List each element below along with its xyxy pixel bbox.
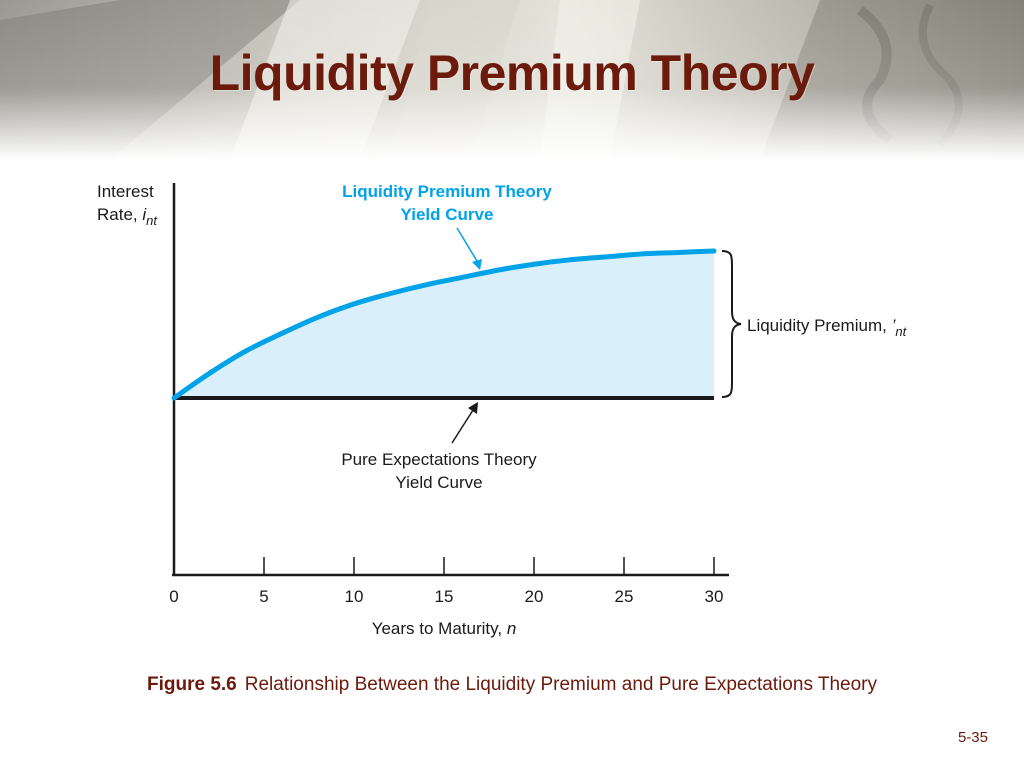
- lp-curve-label-line2: Yield Curve: [401, 205, 494, 224]
- figure-caption-text: Relationship Between the Liquidity Premi…: [244, 674, 878, 695]
- x-tick-label: 20: [525, 587, 544, 606]
- liquidity-premium-label: Liquidity Premium, ’nt: [747, 316, 908, 339]
- liquidity-premium-fill: [174, 251, 714, 398]
- chart-axes: [172, 183, 729, 577]
- y-axis-label-sub: nt: [146, 213, 158, 228]
- y-axis-label-var: i: [142, 205, 147, 224]
- x-tick-label: 25: [615, 587, 634, 606]
- x-tick-label: 0: [169, 587, 178, 606]
- pe-curve-pointer: [451, 406, 476, 444]
- pe-curve-label-line1: Pure Expectations Theory: [341, 450, 537, 469]
- y-axis-label-line2: Rate, int: [97, 205, 158, 228]
- liquidity-premium-label-var: ’: [892, 316, 896, 335]
- figure-caption: Figure 5.6 Relationship Between the Liqui…: [0, 674, 1024, 696]
- pe-curve-label-line2: Yield Curve: [395, 473, 482, 492]
- liquidity-premium-yield-curve: [171, 248, 717, 401]
- liquidity-premium-label-text: Liquidity Premium,: [747, 316, 892, 335]
- x-tick-label: 5: [259, 587, 268, 606]
- lp-curve-pointer: [456, 227, 481, 267]
- series-group: [171, 248, 717, 401]
- chart-area: 0 5 10 15 20 25 30 Interest Rate, int Liquidit…: [97, 182, 908, 638]
- x-tick-label: 30: [705, 587, 724, 606]
- pe-curve-pointer-head: [468, 402, 478, 414]
- slide-number: 5-35: [957, 729, 988, 746]
- lp-curve-pointer-head: [472, 259, 482, 270]
- liquidity-premium-area: [174, 251, 714, 398]
- y-axis-label-line1: Interest: [97, 182, 154, 201]
- liquidity-premium-brace: [721, 250, 742, 398]
- y-axis-label-prefix: Rate,: [97, 205, 142, 224]
- lp-curve-label-line1: Liquidity Premium Theory: [342, 182, 552, 201]
- x-axis-ticks: 0 5 10 15 20 25 30: [169, 557, 723, 606]
- liquidity-premium-label-sub: nt: [895, 324, 907, 339]
- x-tick-label: 10: [345, 587, 364, 606]
- x-tick-label: 15: [435, 587, 454, 606]
- header-banner: [0, 0, 1024, 160]
- x-axis-label-var: n: [507, 619, 516, 638]
- x-axis-label-prefix: Years to Maturity,: [372, 619, 507, 638]
- banner-background: [0, 0, 1024, 160]
- figure-caption-label: Figure 5.6: [146, 674, 237, 695]
- slide-title: Liquidity Premium Theory: [209, 45, 815, 101]
- x-axis-label: Years to Maturity, n: [372, 619, 517, 638]
